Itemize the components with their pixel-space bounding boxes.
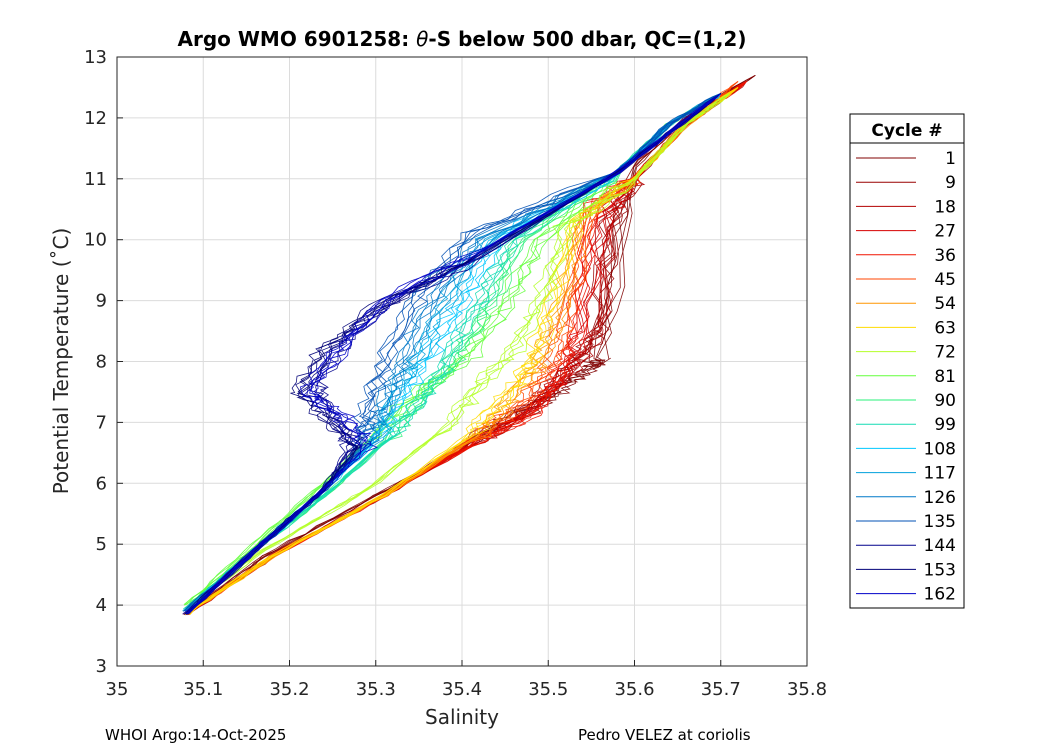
profile-line bbox=[186, 93, 730, 609]
x-tick-label: 35 bbox=[106, 679, 129, 700]
y-tick-label: 3 bbox=[96, 656, 107, 677]
legend-label-45: 45 bbox=[934, 270, 956, 290]
legend-label-81: 81 bbox=[934, 367, 956, 387]
axis-ticks: 35 35.1 35.2 35.3 35.4 35.5 35.6 35.7 35.8 3 4 5 6 7 8… bbox=[84, 47, 827, 700]
legend-label-117: 117 bbox=[924, 464, 956, 484]
x-tick-label: 35.2 bbox=[269, 679, 309, 700]
x-axis-label: Salinity bbox=[425, 705, 499, 729]
legend-label-108: 108 bbox=[924, 439, 956, 459]
y-tick-label: 13 bbox=[84, 47, 107, 68]
legend-label-63: 63 bbox=[934, 318, 956, 338]
y-tick-label: 12 bbox=[84, 108, 107, 129]
y-tick-label: 9 bbox=[96, 291, 107, 312]
profile-line bbox=[185, 93, 722, 615]
y-tick-label: 4 bbox=[96, 595, 107, 616]
legend-label-1: 1 bbox=[945, 149, 956, 169]
x-tick-label: 35.6 bbox=[614, 679, 654, 700]
x-tick-label: 35.4 bbox=[442, 679, 482, 700]
legend-label-27: 27 bbox=[934, 222, 956, 242]
legend-label-54: 54 bbox=[934, 294, 956, 314]
profile-line bbox=[188, 87, 739, 616]
footer-credit-right: Pedro VELEZ at coriolis bbox=[578, 726, 751, 744]
legend-label-18: 18 bbox=[934, 197, 956, 217]
legend-label-36: 36 bbox=[934, 246, 956, 266]
series-72 bbox=[184, 93, 730, 609]
legend-label-99: 99 bbox=[934, 415, 956, 435]
series-162 bbox=[182, 93, 722, 615]
x-tick-label: 35.5 bbox=[528, 679, 568, 700]
profile-line bbox=[187, 74, 756, 615]
x-tick-label: 35.3 bbox=[356, 679, 396, 700]
profile-line bbox=[188, 87, 739, 615]
profile-line bbox=[188, 93, 722, 615]
x-tick-label: 35.8 bbox=[787, 679, 827, 700]
legend-label-90: 90 bbox=[934, 391, 956, 411]
profile-line bbox=[187, 93, 730, 609]
x-tick-label: 35.7 bbox=[701, 679, 741, 700]
legend-entries: 1 9 18 27 36 45 54 63 72 81 90 99 108 117 126 135 144 153… bbox=[856, 149, 956, 605]
legend-label-153: 153 bbox=[924, 560, 956, 580]
legend-label-72: 72 bbox=[934, 343, 956, 363]
y-tick-label: 5 bbox=[96, 534, 107, 555]
legend-label-144: 144 bbox=[924, 536, 956, 556]
legend-box bbox=[849, 113, 965, 609]
legend-title: Cycle # bbox=[871, 121, 942, 141]
legend: Cycle # 19182736455463728190991081171261… bbox=[849, 113, 965, 609]
y-tick-label: 10 bbox=[84, 230, 107, 251]
profile-line bbox=[184, 93, 721, 609]
y-tick-label: 7 bbox=[96, 412, 107, 433]
profile-line bbox=[186, 93, 722, 616]
legend-label-9: 9 bbox=[945, 173, 956, 193]
legend-label-126: 126 bbox=[924, 488, 956, 508]
legend-label-162: 162 bbox=[924, 585, 956, 605]
y-tick-label: 6 bbox=[96, 473, 107, 494]
legend-label-135: 135 bbox=[924, 512, 956, 532]
profile-line bbox=[189, 87, 739, 616]
y-tick-label: 8 bbox=[96, 352, 107, 373]
chart-title: Argo WMO 6901258: θ-S below 500 dbar, QC… bbox=[178, 27, 747, 51]
y-tick-label: 11 bbox=[84, 169, 107, 190]
y-axis-label: Potential Temperature (˚C) bbox=[49, 228, 73, 495]
footer-credit-left: WHOI Argo:14-Oct-2025 bbox=[105, 726, 287, 744]
x-tick-label: 35.1 bbox=[183, 679, 223, 700]
series-lines bbox=[182, 74, 756, 616]
